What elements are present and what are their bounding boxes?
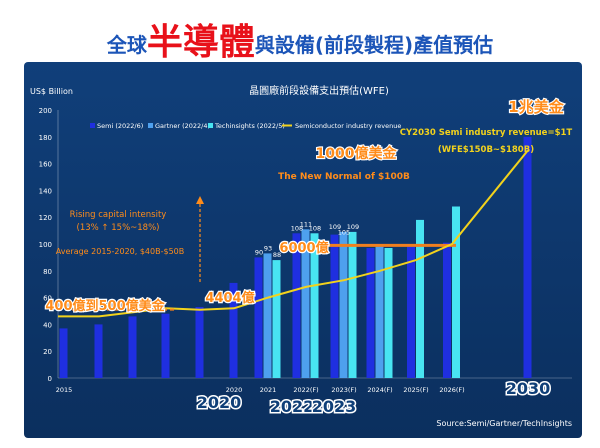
legend-label-line: Semiconductor industry revenue bbox=[295, 122, 401, 130]
bar-1-6 bbox=[263, 253, 272, 378]
title-suffix: 與設備(前段製程)產值預估 bbox=[254, 33, 494, 57]
legend-label-2: Techinsights (2022/5) bbox=[214, 122, 285, 130]
data-label: 90 bbox=[255, 248, 263, 256]
bar-2-11 bbox=[452, 206, 460, 378]
bar-0-5 bbox=[229, 282, 238, 378]
year-2023-label: 2023 bbox=[312, 397, 357, 416]
title-prefix: 全球 bbox=[106, 33, 147, 57]
y-tick-label: 80 bbox=[43, 268, 52, 276]
label-6000: 6000億 bbox=[279, 240, 328, 256]
bar-2-7 bbox=[310, 233, 319, 378]
y-tick-label: 60 bbox=[43, 295, 52, 303]
chart-panel: US$ Billion 晶圓廠前段設備支出預估(WFE) 0 20 40 60 80 10… bbox=[24, 62, 582, 438]
y-tick-label: 120 bbox=[39, 214, 52, 222]
new-normal-sub: The New Normal of $100B bbox=[278, 172, 410, 182]
new-normal-big: 1000億美金 bbox=[316, 145, 398, 162]
x-tick-label: 2015 bbox=[56, 386, 73, 394]
rising-title: Rising capital intensity bbox=[70, 210, 167, 220]
cy2030-line1: CY2030 Semi industry revenue=$1T bbox=[400, 128, 573, 138]
data-label: 109 bbox=[347, 223, 359, 231]
x-tick-label: 2021 bbox=[260, 386, 277, 394]
bar-2-10 bbox=[416, 219, 424, 378]
bar-2-8 bbox=[348, 231, 357, 378]
cy2030-big: 1兆美金 bbox=[508, 98, 564, 116]
bar-2-6 bbox=[272, 260, 281, 378]
page-title: 全球半導體與設備(前段製程)產值預估 bbox=[0, 0, 600, 63]
bar-0-8 bbox=[330, 234, 339, 378]
legend-swatch-2 bbox=[208, 123, 213, 128]
data-label: 88 bbox=[273, 251, 281, 259]
y-tick-label: 200 bbox=[39, 107, 52, 115]
data-label: 111 bbox=[300, 220, 312, 228]
data-label: 108 bbox=[291, 224, 303, 232]
bar-0-9 bbox=[366, 248, 375, 378]
rising-arrow-head bbox=[196, 196, 204, 204]
x-tick-label: 2020 bbox=[226, 386, 243, 394]
bar-0-4 bbox=[195, 307, 204, 378]
bar-0-0 bbox=[59, 328, 68, 378]
cy2030-line2: (WFE$150B~$180B) bbox=[438, 145, 534, 155]
x-tick-label: 2022(F) bbox=[293, 386, 318, 394]
y-axis-label: US$ Billion bbox=[30, 87, 73, 96]
bar-0-3 bbox=[161, 313, 170, 378]
bar-0-1 bbox=[94, 324, 103, 378]
average-note: Average 2015-2020, $40B-$50B bbox=[56, 247, 185, 256]
bar-0-7 bbox=[292, 233, 301, 378]
year-2030-label: 2030 bbox=[506, 379, 551, 398]
source-note: Source:Semi/Gartner/TechInsights bbox=[436, 419, 572, 428]
chart-title: 晶圓廠前段設備支出預估(WFE) bbox=[249, 84, 389, 97]
bar-0-10 bbox=[407, 245, 415, 378]
x-tick-label: 2025(F) bbox=[403, 386, 428, 394]
title-highlight: 半導體 bbox=[146, 22, 255, 63]
x-tick-label: 2030(F) bbox=[515, 386, 540, 394]
label-400: 400億到500億美金 bbox=[45, 298, 165, 314]
year-2020-label: 2020 bbox=[197, 393, 242, 412]
bar-0-2 bbox=[128, 316, 137, 378]
x-tick-label: 2024(F) bbox=[367, 386, 392, 394]
bar-1-9 bbox=[375, 246, 384, 378]
legend-label-1: Gartner (2022/4) bbox=[155, 122, 210, 130]
bar-1-8 bbox=[339, 231, 348, 378]
rising-range: (13% ↑ 15%~18%) bbox=[77, 223, 160, 233]
y-tick-label: 140 bbox=[39, 187, 52, 195]
y-tick-label: 40 bbox=[43, 321, 52, 329]
bar-0-12 bbox=[523, 136, 532, 378]
legend-label-0: Semi (2022/6) bbox=[97, 122, 143, 130]
data-label: 105 bbox=[338, 228, 350, 236]
y-tick-label: 160 bbox=[39, 161, 52, 169]
y-tick-label: 20 bbox=[43, 348, 52, 356]
y-tick-label: 0 bbox=[48, 375, 52, 383]
legend-swatch-1 bbox=[148, 123, 153, 128]
wfe-chart: US$ Billion 晶圓廠前段設備支出預估(WFE) 0 20 40 60 80 10… bbox=[24, 62, 582, 438]
bar-0-11 bbox=[443, 242, 451, 378]
bar-0-6 bbox=[254, 257, 263, 378]
data-label: 109 bbox=[329, 223, 341, 231]
data-label: 108 bbox=[309, 224, 321, 232]
x-tick-label: 2023(F) bbox=[331, 386, 356, 394]
y-tick-label: 180 bbox=[39, 134, 52, 142]
legend: Semi (2022/6) Gartner (2022/4) Techinsight… bbox=[90, 122, 401, 130]
revenue-line bbox=[58, 149, 529, 318]
legend-swatch-0 bbox=[90, 123, 95, 128]
label-4404: 4404億 bbox=[205, 290, 254, 306]
bar-2-9 bbox=[384, 248, 393, 378]
x-tick-label: 2026(F) bbox=[439, 386, 464, 394]
y-tick-label: 100 bbox=[39, 241, 52, 249]
data-label: 93 bbox=[264, 244, 272, 252]
bar-1-7 bbox=[301, 229, 310, 378]
year-2022-label: 2022 bbox=[270, 397, 315, 416]
